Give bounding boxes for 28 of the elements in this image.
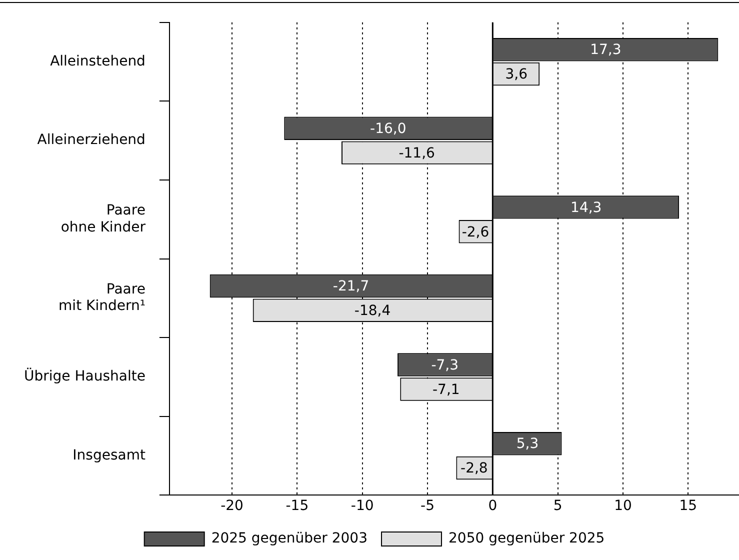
data-label: -2,6 [462, 224, 490, 240]
data-label: 3,6 [505, 66, 528, 83]
legend-label: 2025 gegenüber 2003 [211, 530, 368, 547]
x-tick-label: 0 [488, 498, 498, 514]
data-label: -7,1 [432, 382, 460, 398]
data-label: 5,3 [516, 436, 539, 452]
y-tick-label: Paare ohne Kinder [60, 202, 146, 236]
data-label: -18,4 [354, 303, 391, 320]
data-label: -16,0 [370, 121, 406, 138]
y-tick-label: Alleinstehend [50, 53, 146, 70]
y-tick-label: Insgesamt [72, 447, 146, 464]
y-tick-label: Paare mit Kindern¹ [58, 281, 146, 314]
data-label: 14,3 [570, 200, 602, 216]
x-tick-label: 15 [679, 498, 698, 514]
data-label: -2,8 [460, 460, 488, 477]
x-tick-label: -15 [286, 498, 309, 514]
data-label: -7,3 [431, 357, 459, 374]
legend-label: 2050 gegenüber 2025 [448, 530, 605, 547]
x-tick-label: 10 [614, 498, 632, 514]
data-label: -11,6 [398, 145, 436, 162]
y-tick-label: Alleinerziehend [37, 132, 146, 148]
x-tick-label: -20 [220, 498, 244, 514]
x-tick-label: -10 [350, 498, 374, 514]
x-tick-label: -5 [420, 498, 434, 514]
data-label: 17,3 [590, 42, 622, 58]
y-tick-label: Übrige Haushalte [24, 368, 146, 385]
data-label: -21,7 [332, 278, 370, 295]
x-tick-label: 5 [553, 498, 562, 514]
